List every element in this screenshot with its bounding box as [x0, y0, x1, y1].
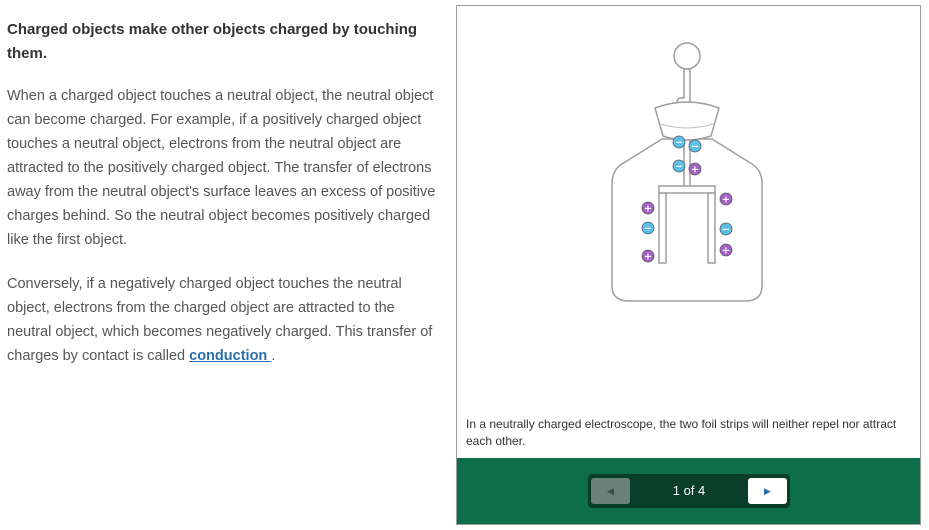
- paragraph-1: When a charged object touches a neutral …: [7, 88, 436, 248]
- slideshow-nav-bar: ◀ 1 of 4 ▶: [457, 458, 920, 524]
- previous-slide-button[interactable]: ◀: [591, 478, 630, 504]
- svg-text:−: −: [644, 224, 652, 235]
- left-foil-strip: [658, 192, 667, 264]
- electroscope-illustration: − −− +++− −++: [611, 42, 763, 302]
- negative-charge-icon: −: [688, 139, 702, 153]
- right-foil-strip: [707, 192, 716, 264]
- triangle-left-icon: ◀: [607, 485, 614, 496]
- svg-text:−: −: [675, 162, 683, 173]
- paragraph-2-text: Conversely, if a negatively charged obje…: [7, 276, 433, 364]
- paragraph-2-end: .: [271, 348, 276, 364]
- svg-text:+: +: [644, 252, 652, 263]
- page-indicator: 1 of 4: [672, 483, 706, 498]
- article-heading: Charged objects make other objects charg…: [7, 21, 418, 62]
- positive-charge-icon: +: [688, 162, 702, 176]
- triangle-right-icon: ▶: [764, 485, 771, 496]
- svg-text:−: −: [675, 138, 683, 149]
- next-slide-button[interactable]: ▶: [748, 478, 787, 504]
- negative-charge-icon: −: [672, 159, 686, 173]
- negative-charge-icon: −: [719, 222, 733, 236]
- electroscope-knob: [673, 42, 701, 70]
- article: Charged objects make other objects charg…: [7, 18, 437, 388]
- svg-text:+: +: [722, 195, 730, 206]
- positive-charge-icon: +: [719, 243, 733, 257]
- electroscope-stopper: [654, 101, 720, 141]
- slide-caption: In a neutrally charged electroscope, the…: [466, 417, 897, 448]
- conduction-link[interactable]: conduction: [189, 348, 272, 364]
- negative-charge-icon: −: [672, 135, 686, 149]
- positive-charge-icon: +: [641, 249, 655, 263]
- positive-charge-icon: +: [641, 201, 655, 215]
- svg-text:+: +: [691, 165, 699, 176]
- negative-charge-icon: −: [641, 221, 655, 235]
- positive-charge-icon: +: [719, 192, 733, 206]
- pager: ◀ 1 of 4 ▶: [588, 474, 790, 508]
- svg-text:−: −: [691, 142, 699, 153]
- slideshow-panel: − − − + + + − − + + In a neutrally charged electr…: [456, 5, 921, 525]
- paragraph-2: Conversely, if a negatively charged obje…: [7, 272, 437, 368]
- svg-text:−: −: [722, 225, 730, 236]
- electroscope-crossbar: [658, 185, 716, 194]
- svg-text:+: +: [722, 246, 730, 257]
- svg-text:+: +: [644, 204, 652, 215]
